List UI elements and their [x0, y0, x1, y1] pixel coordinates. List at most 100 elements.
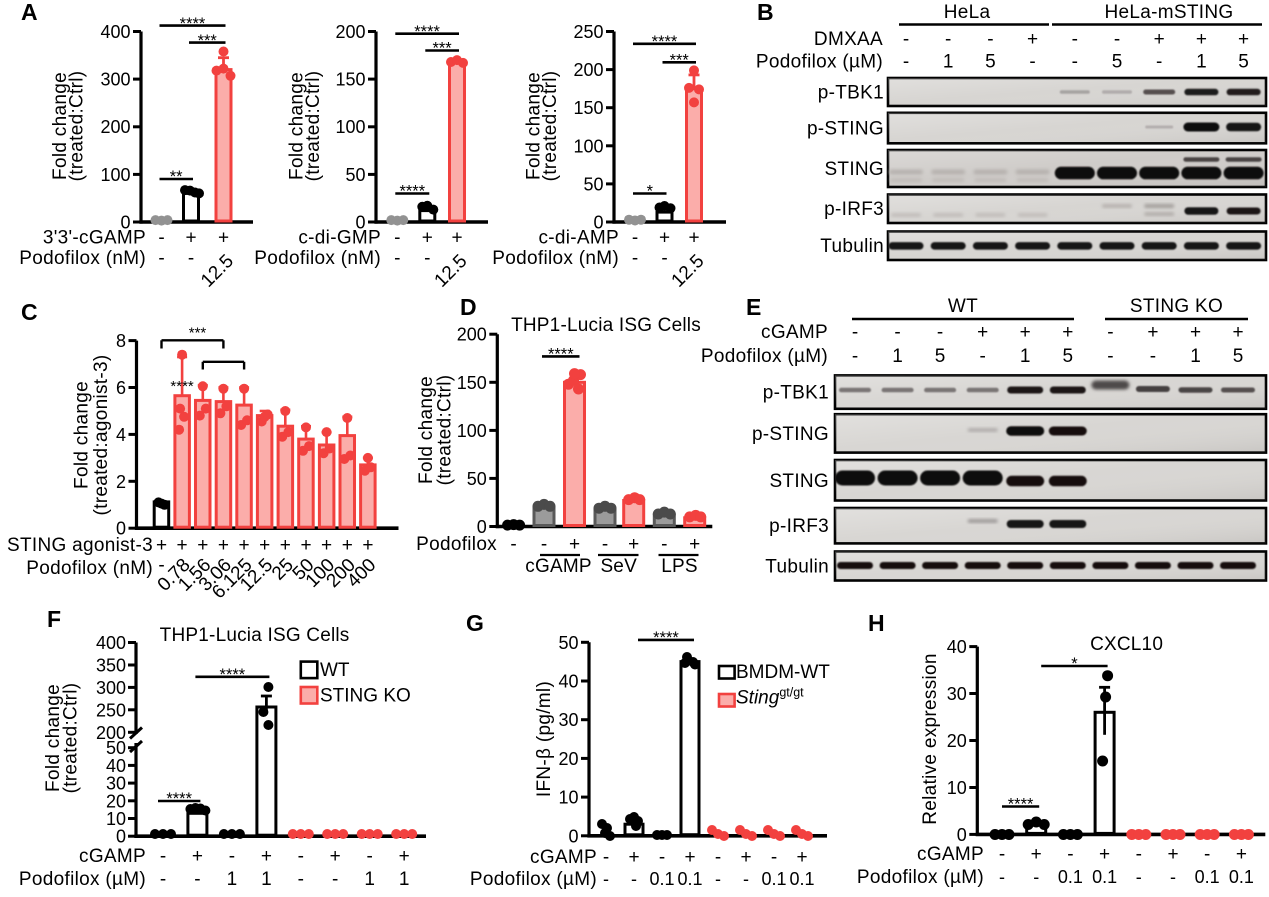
svg-text:STING: STING	[824, 159, 884, 180]
svg-text:100: 100	[573, 136, 603, 156]
svg-text:(treated:agonist-3): (treated:agonist-3)	[91, 355, 112, 516]
svg-text:-: -	[394, 248, 400, 269]
svg-text:300: 300	[100, 70, 130, 90]
svg-text:*: *	[647, 183, 654, 201]
svg-text:0.1: 0.1	[649, 869, 674, 889]
svg-text:***: ***	[432, 40, 452, 58]
svg-text:p-STING: p-STING	[807, 119, 884, 140]
svg-text:c-di-AMP: c-di-AMP	[538, 228, 619, 249]
svg-text:-: -	[852, 346, 858, 367]
svg-text:+: +	[156, 535, 167, 556]
svg-text:0.1: 0.1	[1195, 867, 1220, 887]
svg-text:***: ***	[670, 52, 690, 70]
svg-text:A: A	[21, 0, 38, 25]
svg-text:0: 0	[957, 825, 967, 845]
svg-text:****: ****	[166, 790, 192, 808]
svg-text:+: +	[218, 535, 229, 556]
svg-text:-: -	[715, 869, 721, 889]
svg-text:p-TBK1: p-TBK1	[763, 383, 829, 404]
svg-text:**: **	[170, 168, 183, 186]
svg-text:+: +	[239, 535, 250, 556]
svg-text:p-STING: p-STING	[752, 424, 829, 445]
svg-text:0: 0	[120, 213, 130, 233]
svg-text:+: +	[321, 535, 332, 556]
svg-text:-: -	[852, 322, 858, 343]
svg-text:-: -	[298, 869, 304, 890]
svg-text:-: -	[1170, 867, 1176, 887]
svg-text:+: +	[451, 228, 462, 249]
svg-text:+: +	[684, 847, 695, 868]
svg-text:8: 8	[116, 331, 126, 351]
svg-text:THP1-Lucia ISG Cells: THP1-Lucia ISG Cells	[160, 625, 350, 646]
svg-text:350: 350	[96, 656, 126, 676]
svg-text:0.1: 0.1	[789, 869, 814, 889]
svg-text:-: -	[158, 248, 164, 269]
svg-text:+: +	[569, 534, 580, 555]
svg-text:200: 200	[100, 117, 130, 137]
svg-text:LPS: LPS	[661, 556, 698, 577]
svg-text:-: -	[229, 846, 235, 867]
svg-text:****: ****	[653, 629, 679, 647]
svg-text:SeV: SeV	[600, 556, 637, 577]
svg-text:1: 1	[364, 869, 375, 890]
svg-text:10: 10	[947, 778, 967, 798]
svg-text:1: 1	[892, 346, 903, 367]
svg-text:6: 6	[116, 378, 126, 398]
svg-text:+: +	[280, 535, 291, 556]
svg-text:Relative expression: Relative expression	[920, 653, 941, 825]
svg-text:5: 5	[1238, 52, 1249, 73]
svg-text:-: -	[903, 29, 909, 50]
svg-text:p-IRF3: p-IRF3	[769, 516, 829, 537]
svg-text:Podofilox (nM): Podofilox (nM)	[26, 558, 153, 579]
svg-text:+: +	[197, 535, 208, 556]
svg-text:+: +	[185, 228, 196, 249]
svg-text:-: -	[603, 869, 609, 889]
svg-text:-: -	[1072, 29, 1078, 50]
svg-text:0.1: 0.1	[1229, 867, 1254, 887]
svg-text:(treated:Ctrl): (treated:Ctrl)	[67, 71, 88, 182]
svg-text:50: 50	[583, 174, 603, 194]
svg-text:200: 200	[335, 22, 365, 42]
svg-text:Fold change: Fold change	[524, 72, 545, 180]
svg-text:cGAMP: cGAMP	[79, 846, 146, 867]
svg-text:+: +	[1232, 322, 1243, 343]
svg-text:100: 100	[335, 117, 365, 137]
svg-text:WT: WT	[320, 660, 350, 681]
svg-text:-: -	[1107, 322, 1113, 343]
svg-text:-: -	[160, 869, 166, 890]
svg-text:****: ****	[548, 346, 574, 364]
svg-text:1: 1	[1020, 346, 1031, 367]
svg-text:200: 200	[96, 723, 126, 743]
svg-text:2: 2	[116, 472, 126, 492]
svg-text:Fold change: Fold change	[287, 72, 308, 180]
svg-text:p-IRF3: p-IRF3	[824, 199, 884, 220]
svg-text:1: 1	[1196, 52, 1207, 73]
svg-text:-: -	[602, 534, 608, 555]
svg-text:Fold change: Fold change	[72, 381, 93, 489]
svg-text:***: ***	[189, 325, 207, 342]
svg-text:40: 40	[106, 756, 126, 776]
svg-text:-: -	[194, 869, 200, 890]
svg-text:5: 5	[1063, 346, 1074, 367]
svg-text:+: +	[1236, 844, 1247, 865]
svg-text:0.1: 0.1	[761, 869, 786, 889]
svg-text:****: ****	[170, 378, 194, 395]
svg-text:-: -	[661, 248, 667, 269]
svg-text:-: -	[367, 846, 373, 867]
svg-text:*: *	[1071, 655, 1078, 673]
svg-text:-: -	[1067, 844, 1073, 865]
svg-text:+: +	[1196, 29, 1207, 50]
svg-text:-: -	[743, 869, 749, 889]
svg-text:WT: WT	[948, 296, 978, 317]
svg-text:Podofilox (µM): Podofilox (µM)	[857, 867, 984, 888]
svg-text:+: +	[1238, 29, 1249, 50]
svg-text:1: 1	[399, 869, 410, 890]
svg-text:+: +	[261, 846, 272, 867]
svg-text:+: +	[628, 534, 639, 555]
svg-text:+: +	[1027, 29, 1038, 50]
svg-text:100: 100	[457, 421, 487, 441]
svg-text:BMDM-WT: BMDM-WT	[736, 662, 830, 683]
svg-text:H: H	[868, 610, 885, 636]
svg-text:400: 400	[96, 633, 126, 653]
svg-text:+: +	[399, 846, 410, 867]
